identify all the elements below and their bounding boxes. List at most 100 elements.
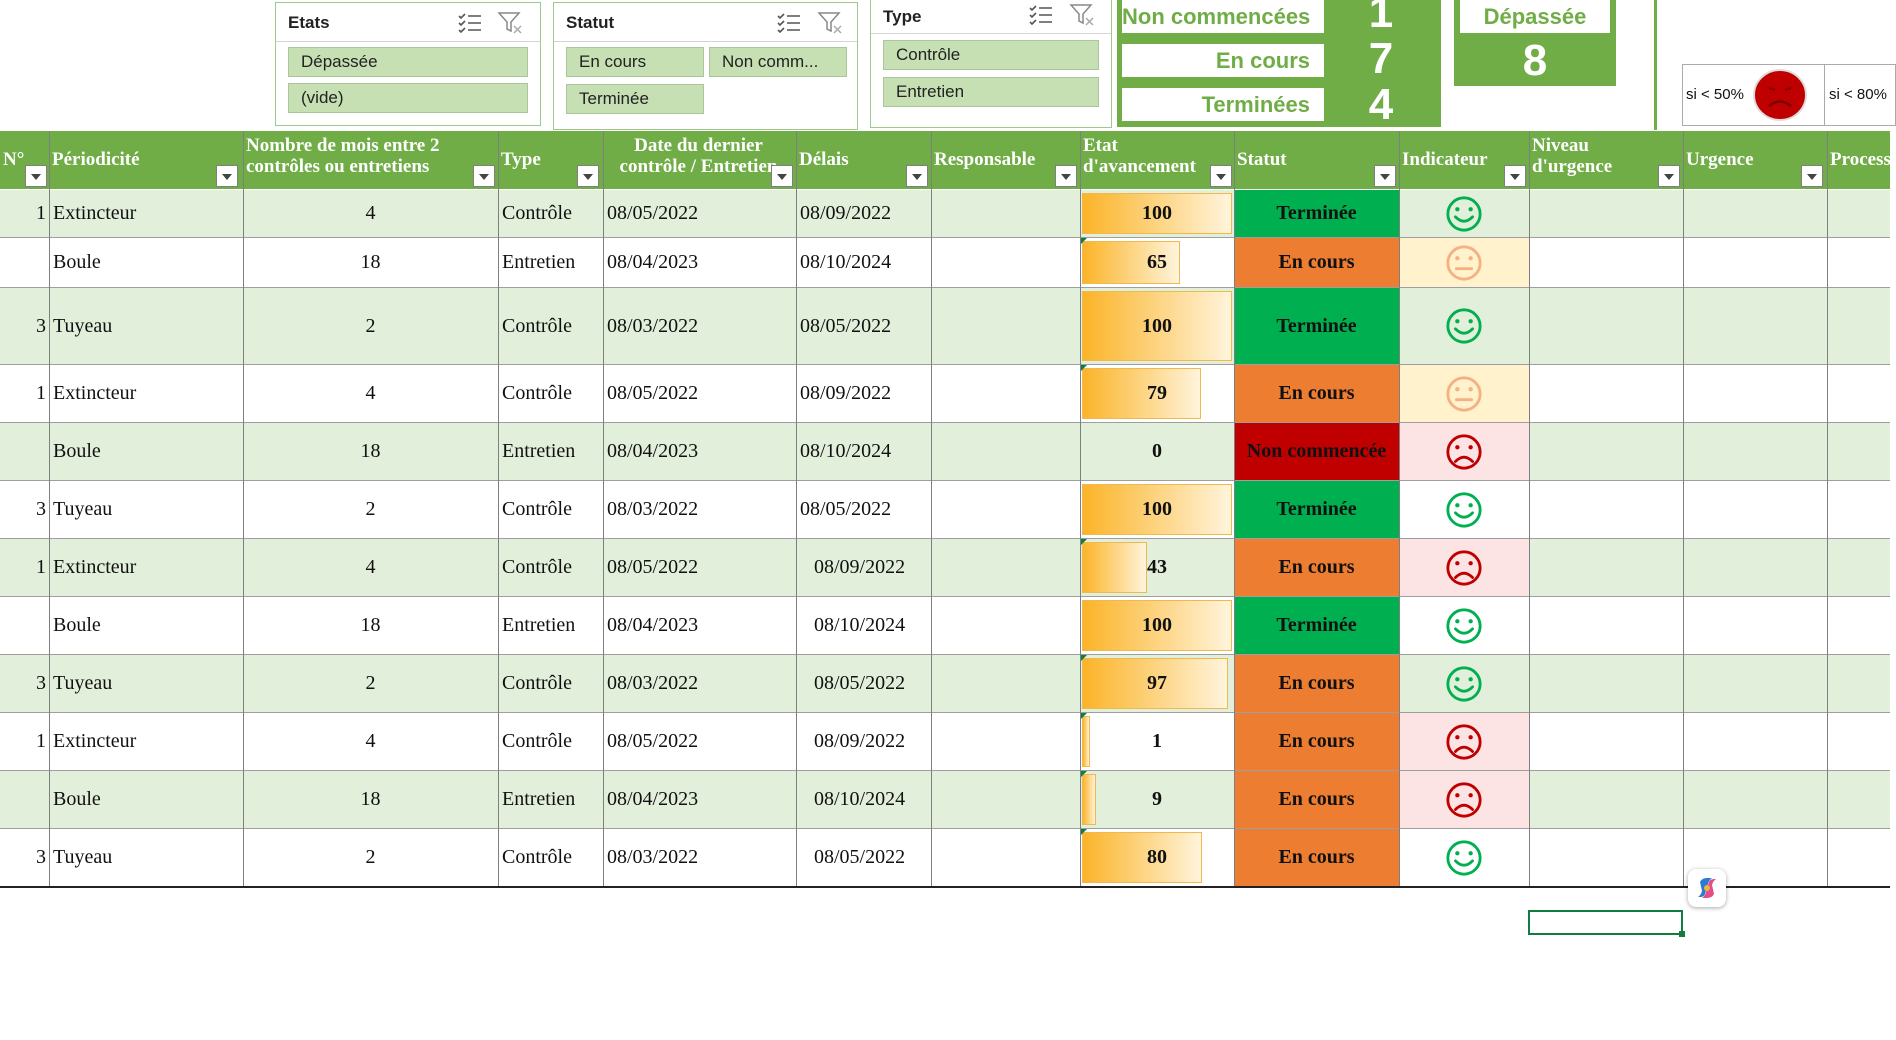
row-type[interactable]: Entretien [502,788,576,810]
clear-filter-icon[interactable] [496,9,524,37]
row-type[interactable]: Contrôle [502,498,572,520]
row-responsable[interactable] [931,597,1080,654]
row-delais[interactable]: 08/09/2022 [800,202,892,224]
row-date[interactable]: 08/05/2022 [607,730,699,752]
row-urgence[interactable] [1683,423,1827,480]
row-date[interactable]: 08/05/2022 [607,382,699,404]
row-etat[interactable]: 43 [1080,539,1234,596]
multi-select-icon[interactable] [775,9,803,37]
row-urgence[interactable] [1683,365,1827,422]
row-statut[interactable]: Terminée [1234,288,1399,364]
row-periodicite[interactable]: Tuyeau [53,498,113,520]
row-num[interactable]: 1 [36,730,46,752]
row-niveau[interactable] [1529,238,1683,287]
row-type[interactable]: Contrôle [502,846,572,868]
row-delais[interactable]: 08/09/2022 [814,556,906,578]
row-indicateur[interactable] [1399,713,1529,770]
row-niveau[interactable] [1529,190,1683,237]
filter-dropdown-urgence[interactable] [1801,165,1823,187]
row-niveau[interactable] [1529,597,1683,654]
row-niveau[interactable] [1529,713,1683,770]
row-responsable[interactable] [931,481,1080,538]
slicer-item-en-cours[interactable]: En cours [566,47,704,77]
row-periodicite[interactable]: Extincteur [53,202,137,224]
row-nbmois[interactable]: 18 [360,440,381,462]
row-indicateur[interactable] [1399,365,1529,422]
row-delais[interactable]: 08/05/2022 [814,846,906,868]
row-statut[interactable]: En cours [1234,655,1399,712]
row-etat[interactable]: 100 [1080,288,1234,364]
row-indicateur[interactable] [1399,288,1529,364]
row-process[interactable] [1827,365,1890,422]
row-num[interactable]: 3 [36,498,46,520]
row-nbmois[interactable]: 2 [365,846,376,868]
row-num[interactable] [0,597,49,654]
row-statut[interactable]: En cours [1234,713,1399,770]
row-statut[interactable]: Terminée [1234,481,1399,538]
fill-handle[interactable] [1679,931,1685,937]
row-niveau[interactable] [1529,539,1683,596]
row-etat[interactable]: 9 [1080,771,1234,828]
row-responsable[interactable] [931,365,1080,422]
row-statut[interactable]: Terminée [1234,597,1399,654]
row-process[interactable] [1827,423,1890,480]
slicer-item-depassee[interactable]: Dépassée [288,47,528,77]
row-statut[interactable]: Terminée [1234,190,1399,237]
row-date[interactable]: 08/03/2022 [607,672,699,694]
row-indicateur[interactable] [1399,829,1529,886]
row-niveau[interactable] [1529,288,1683,364]
row-type[interactable]: Contrôle [502,730,572,752]
row-responsable[interactable] [931,539,1080,596]
filter-dropdown-responsable[interactable] [1055,165,1077,187]
row-process[interactable] [1827,655,1890,712]
row-nbmois[interactable]: 4 [365,382,376,404]
row-indicateur[interactable] [1399,423,1529,480]
row-process[interactable] [1827,190,1890,237]
row-type[interactable]: Entretien [502,614,576,636]
row-urgence[interactable] [1683,655,1827,712]
row-urgence[interactable] [1683,190,1827,237]
row-etat[interactable]: 100 [1080,481,1234,538]
row-etat[interactable]: 1 [1080,713,1234,770]
row-delais[interactable]: 08/09/2022 [800,382,892,404]
row-periodicite[interactable]: Boule [53,614,101,636]
row-responsable[interactable] [931,771,1080,828]
slicer-item-controle[interactable]: Contrôle [883,40,1099,70]
row-statut[interactable]: En cours [1234,539,1399,596]
row-niveau[interactable] [1529,655,1683,712]
row-periodicite[interactable]: Tuyeau [53,846,113,868]
row-indicateur[interactable] [1399,539,1529,596]
row-indicateur[interactable] [1399,655,1529,712]
row-indicateur[interactable] [1399,597,1529,654]
row-type[interactable]: Entretien [502,251,576,273]
row-delais[interactable]: 08/10/2024 [814,614,906,636]
row-indicateur[interactable] [1399,481,1529,538]
row-etat[interactable]: 65 [1080,238,1234,287]
row-periodicite[interactable]: Extincteur [53,730,137,752]
filter-dropdown-delais[interactable] [906,165,928,187]
row-process[interactable] [1827,713,1890,770]
slicer-item-entretien[interactable]: Entretien [883,77,1099,107]
filter-dropdown-nbmois[interactable] [473,165,495,187]
row-num[interactable]: 1 [36,202,46,224]
row-delais[interactable]: 08/10/2024 [800,440,892,462]
row-nbmois[interactable]: 18 [360,788,381,810]
row-responsable[interactable] [931,423,1080,480]
row-etat[interactable]: 100 [1080,597,1234,654]
row-nbmois[interactable]: 2 [365,498,376,520]
row-date[interactable]: 08/05/2022 [607,556,699,578]
row-num[interactable] [0,771,49,828]
row-process[interactable] [1827,238,1890,287]
row-urgence[interactable] [1683,713,1827,770]
row-responsable[interactable] [931,288,1080,364]
clear-filter-icon[interactable] [1068,1,1096,29]
row-nbmois[interactable]: 2 [365,672,376,694]
row-nbmois[interactable]: 4 [365,202,376,224]
row-urgence[interactable] [1683,597,1827,654]
slicer-statut[interactable]: Statut En cours Non comm... Terminée [553,2,858,130]
row-indicateur[interactable] [1399,238,1529,287]
row-date[interactable]: 08/04/2023 [607,251,699,273]
row-etat[interactable]: 0 [1080,423,1234,480]
filter-dropdown-statut[interactable] [1374,165,1396,187]
row-statut[interactable]: En cours [1234,771,1399,828]
